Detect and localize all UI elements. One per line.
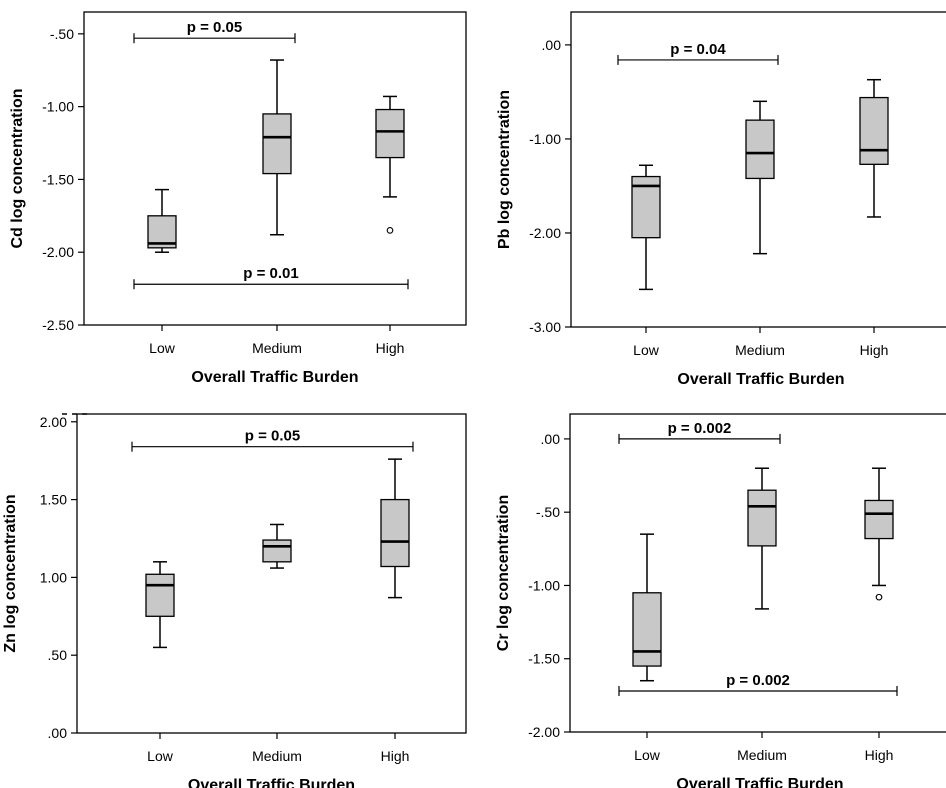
y-tick-label: .00 — [48, 725, 68, 741]
box-high — [859, 78, 889, 218]
p-value-label: p = 0.002 — [726, 672, 790, 689]
outlier-point — [875, 593, 883, 601]
y-tick-label: -1.00 — [529, 131, 561, 147]
y-axis-title: Pb log concentration — [496, 90, 513, 249]
significance-annotation: p = 0.05 — [133, 19, 296, 44]
x-axis-title: Overall Traffic Burden — [188, 777, 355, 788]
x-tick-label-low: Low — [147, 748, 174, 764]
y-tick-label: -3.00 — [529, 319, 561, 335]
significance-annotation: p = 0.01 — [133, 265, 409, 290]
y-tick-label: -1.00 — [42, 99, 74, 115]
y-tick-label: -1.50 — [42, 171, 74, 187]
y-tick-label: -2.50 — [42, 317, 74, 333]
box-low — [147, 188, 177, 253]
y-tick-label: -2.00 — [42, 244, 74, 260]
p-value-label: p = 0.05 — [245, 428, 300, 445]
plot-area-frame — [570, 11, 946, 328]
box-medium — [262, 59, 292, 236]
x-axis-title: Overall Traffic Burden — [191, 369, 358, 386]
y-axis-title: Cr log concentration — [495, 495, 512, 651]
significance-annotation: p = 0.002 — [618, 672, 898, 696]
x-tick-label-low: Low — [634, 747, 661, 763]
y-axis-title: Zn log concentration — [2, 494, 19, 652]
iqr-box — [262, 539, 292, 563]
x-tick-label-high: High — [381, 748, 410, 764]
y-tick-label: .00 — [542, 37, 562, 53]
y-axis-title: Cd log concentration — [9, 89, 26, 249]
iqr-box — [747, 489, 777, 547]
box-medium — [745, 100, 775, 255]
iqr-box — [859, 96, 889, 165]
p-value-label: p = 0.01 — [243, 265, 298, 282]
iqr-box — [145, 573, 175, 617]
box-low — [632, 533, 662, 682]
x-tick-label-low: Low — [633, 342, 660, 358]
cr-boxplot-panel: .00 -.50 -1.00 -1.50 -2.00 Low Medium High Overa… — [495, 413, 946, 788]
p-value-label: p = 0.04 — [670, 41, 726, 58]
y-tick-label: -2.00 — [529, 225, 561, 241]
p-value-label: p = 0.05 — [187, 19, 242, 36]
x-tick-label-low: Low — [149, 340, 176, 356]
x-tick-label-medium: Medium — [737, 747, 787, 763]
y-tick-label: 2.00 — [40, 414, 67, 430]
iqr-box — [864, 499, 894, 540]
outlier-point — [386, 227, 394, 234]
pb-boxplot-panel: .00 -1.00 -2.00 -3.00 Low Medium High Overall T… — [496, 11, 946, 388]
y-tick-label: -.50 — [536, 504, 560, 520]
iqr-box — [380, 498, 410, 568]
x-tick-label-high: High — [865, 747, 894, 763]
significance-annotation: p = 0.05 — [131, 428, 414, 452]
box-medium — [747, 467, 777, 610]
y-tick-label: 1.50 — [40, 492, 67, 508]
y-tick-label: -1.50 — [528, 651, 560, 667]
y-tick-label: -1.00 — [528, 577, 560, 593]
iqr-box — [375, 108, 405, 159]
iqr-box — [745, 119, 775, 180]
iqr-box — [262, 113, 292, 175]
plot-area-frame — [83, 11, 467, 326]
x-axis-title: Overall Traffic Burden — [676, 776, 843, 788]
x-tick-label-high: High — [860, 342, 889, 358]
box-high — [380, 458, 410, 599]
zn-boxplot-panel: 2.00 1.50 1.00 .50 .00 Low Medium High Overall T… — [2, 413, 467, 788]
cd-boxplot-panel: -.50 -1.00 -1.50 -2.00 -2.50 Low Medium High Ove… — [9, 11, 467, 386]
x-tick-label-high: High — [376, 340, 405, 356]
x-tick-label-medium: Medium — [735, 342, 785, 358]
y-tick-label: -.50 — [50, 26, 74, 42]
p-value-label: p = 0.002 — [668, 420, 732, 437]
x-tick-label-medium: Medium — [252, 340, 302, 356]
box-high — [864, 467, 894, 601]
x-axis-title: Overall Traffic Burden — [677, 371, 844, 388]
box-medium — [262, 523, 292, 569]
x-tick-label-medium: Medium — [252, 748, 302, 764]
y-tick-label: .50 — [48, 647, 68, 663]
box-high — [375, 95, 405, 234]
plot-area-frame — [569, 413, 946, 733]
y-tick-label: -2.00 — [528, 724, 560, 740]
plot-area-frame — [76, 413, 467, 734]
box-low — [145, 561, 175, 649]
y-tick-label: 1.00 — [40, 569, 67, 585]
y-tick-label: .00 — [541, 431, 561, 447]
box-low — [631, 164, 661, 291]
significance-annotation: p = 0.04 — [617, 41, 779, 65]
significance-annotation: p = 0.002 — [618, 420, 781, 444]
iqr-box — [632, 592, 662, 667]
